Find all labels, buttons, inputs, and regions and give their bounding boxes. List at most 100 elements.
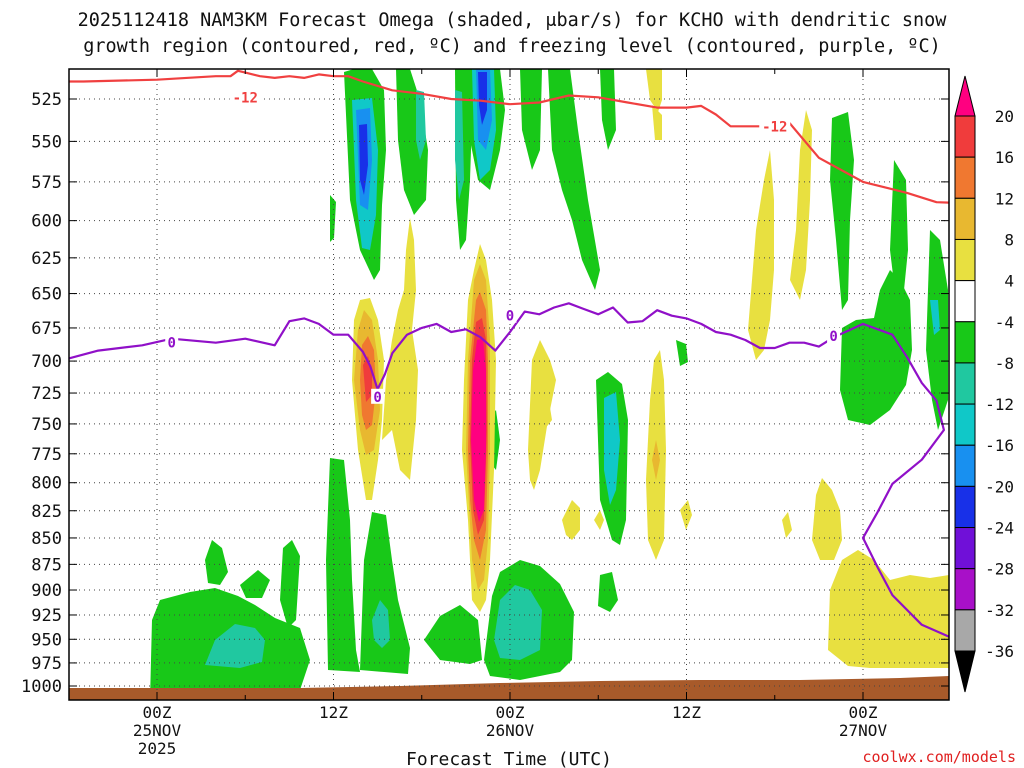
y-tick-label: 975 bbox=[31, 654, 62, 674]
contour-label-bg bbox=[759, 118, 791, 134]
y-axis: 525 550 575 600 625 650 675 700 725 750 775 800 825 8… bbox=[21, 90, 949, 697]
omega-region-yellow-16 bbox=[828, 550, 949, 668]
omega-region-green-11 bbox=[520, 69, 542, 170]
omega-region-yellow-10 bbox=[748, 150, 774, 360]
x-tick-label: 12Z bbox=[319, 703, 348, 722]
omega-region-teal-1 bbox=[205, 624, 265, 668]
colorbar-label: 8 bbox=[1004, 230, 1014, 249]
chart-title: 2025112418 NAM3KM Forecast Omega (shaded… bbox=[78, 10, 948, 31]
colorbar-segment bbox=[954, 362, 976, 405]
omega-region-green-23 bbox=[890, 160, 908, 300]
y-tick-label: 850 bbox=[31, 529, 62, 549]
y-tick-label: 700 bbox=[31, 352, 62, 372]
colorbar-segment bbox=[954, 280, 976, 323]
colorbar-label: 12 bbox=[995, 189, 1014, 208]
colorbar-label: -36 bbox=[985, 642, 1014, 661]
omega-region-green-3 bbox=[240, 570, 270, 598]
x-date-label: 27NOV bbox=[839, 721, 888, 740]
y-tick-label: 950 bbox=[31, 630, 62, 650]
colorbar-segment bbox=[954, 156, 976, 199]
omega-region-teal-4 bbox=[416, 90, 426, 160]
contour-label-bg bbox=[503, 307, 517, 323]
omega-region-magenta-1 bbox=[471, 338, 486, 522]
x-tick-label: 12Z bbox=[672, 703, 701, 722]
terrain-band bbox=[69, 676, 949, 700]
omega-region-green-21 bbox=[830, 112, 854, 310]
y-tick-label: 800 bbox=[31, 474, 62, 494]
gridlines bbox=[69, 69, 949, 700]
colorbar-bottom-arrow bbox=[954, 650, 976, 693]
contour-freezing-level-0C bbox=[69, 302, 949, 638]
y-tick-label: 925 bbox=[31, 606, 62, 626]
colorbar-segment bbox=[954, 527, 976, 570]
omega-region-green-12 bbox=[548, 69, 600, 290]
omega-region-gold-3 bbox=[652, 440, 660, 480]
colorbar-segment bbox=[954, 568, 976, 611]
omega-region-teal-3 bbox=[494, 585, 542, 660]
colorbar-label: -12 bbox=[985, 395, 1014, 414]
y-tick-label: 775 bbox=[31, 445, 62, 465]
x-year-label: 2025 bbox=[138, 739, 177, 758]
contour-label-bg bbox=[827, 328, 841, 344]
colorbar-segment bbox=[954, 197, 976, 240]
x-tick-label: 00Z bbox=[496, 703, 525, 722]
y-tick-label: 825 bbox=[31, 502, 62, 522]
omega-region-yellow-2 bbox=[382, 218, 418, 480]
colorbar-top-arrow bbox=[954, 75, 976, 117]
omega-region-green-22 bbox=[840, 270, 912, 425]
colorbar-segment bbox=[954, 321, 976, 364]
colorbar-label: 16 bbox=[995, 148, 1014, 167]
y-tick-label: 600 bbox=[31, 212, 62, 232]
omega-region-green-2 bbox=[205, 540, 228, 585]
y-tick-label: 675 bbox=[31, 319, 62, 339]
omega-region-yellow-14 bbox=[646, 69, 662, 112]
colorbar-segment bbox=[954, 115, 976, 158]
colorbar-segment bbox=[954, 609, 976, 652]
contour-label: -12 bbox=[762, 119, 787, 135]
x-tick-label: 00Z bbox=[143, 703, 172, 722]
y-tick-label: 1000 bbox=[21, 677, 62, 697]
colorbar: 20 16 12 8 4 -4 -8 -12 -16 -20 -24 -28 -32 -36 bbox=[954, 75, 1014, 693]
contour-label: 0 bbox=[373, 390, 381, 406]
contour-label-bg bbox=[371, 388, 385, 404]
omega-region-yellow-11 bbox=[790, 110, 812, 300]
omega-region-yellow-6 bbox=[562, 500, 580, 540]
y-tick-label: 550 bbox=[31, 132, 62, 152]
contour-label: 0 bbox=[506, 309, 514, 325]
x-tick-label: 00Z bbox=[849, 703, 878, 722]
colorbar-segment bbox=[954, 403, 976, 446]
x-date-label: 25NOV bbox=[133, 721, 182, 740]
omega-shading bbox=[69, 69, 949, 700]
colorbar-label: -8 bbox=[995, 354, 1014, 373]
y-tick-label: 875 bbox=[31, 555, 62, 575]
colorbar-label: -4 bbox=[995, 313, 1014, 332]
chart-subtitle: growth region (contoured, red, ºC) and f… bbox=[83, 36, 941, 57]
y-tick-label: 650 bbox=[31, 285, 62, 305]
omega-region-cyan-4 bbox=[930, 300, 940, 335]
colorbar-label: -24 bbox=[985, 519, 1014, 538]
y-tick-label: 575 bbox=[31, 173, 62, 193]
contour-label-bg bbox=[229, 89, 261, 105]
y-tick-label: 725 bbox=[31, 384, 62, 404]
omega-region-green-19 bbox=[598, 572, 618, 612]
colorbar-label: 4 bbox=[1004, 272, 1014, 291]
credit-text: coolwx.com/models bbox=[862, 748, 1016, 766]
omega-region-yellow-5 bbox=[538, 395, 552, 430]
x-date-label: 26NOV bbox=[486, 721, 535, 740]
omega-region-green-13 bbox=[600, 69, 616, 150]
omega-region-teal-5 bbox=[455, 90, 464, 200]
omega-region-green-15 bbox=[424, 605, 482, 664]
contour-label-bg bbox=[165, 334, 179, 350]
x-axis-label: Forecast Time (UTC) bbox=[406, 749, 612, 768]
omega-region-green-6 bbox=[360, 512, 410, 674]
y-tick-label: 900 bbox=[31, 581, 62, 601]
omega-region-darkblue-1 bbox=[359, 124, 368, 195]
contour-labels: -12 -12 0 0 0 0 bbox=[165, 89, 841, 406]
colorbar-label: -28 bbox=[985, 560, 1014, 579]
omega-region-green-14 bbox=[330, 195, 336, 242]
omega-region-yellow-13 bbox=[812, 478, 842, 560]
colorbar-label: -16 bbox=[985, 436, 1014, 455]
contour-label: 0 bbox=[829, 329, 837, 345]
